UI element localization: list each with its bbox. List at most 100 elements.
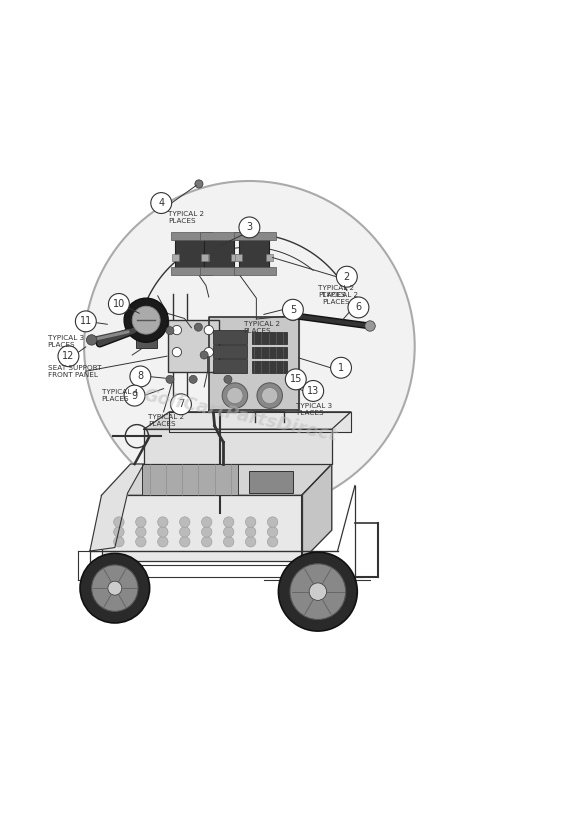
Text: TYPICAL 3
PLACES: TYPICAL 3 PLACES [48, 335, 84, 348]
Circle shape [166, 326, 174, 335]
Text: GolfCartPartsDirect: GolfCartPartsDirect [142, 387, 339, 445]
Text: SEAT SUPPORT
FRONT PANEL: SEAT SUPPORT FRONT PANEL [48, 365, 102, 378]
Circle shape [58, 346, 79, 367]
Text: 9: 9 [132, 391, 137, 401]
Bar [213, 359, 247, 373]
Circle shape [245, 517, 256, 527]
Circle shape [204, 348, 213, 357]
Circle shape [75, 311, 96, 332]
Circle shape [290, 564, 346, 620]
Circle shape [288, 311, 298, 320]
Circle shape [309, 583, 327, 601]
Text: 1: 1 [338, 363, 344, 373]
Circle shape [180, 517, 190, 527]
Circle shape [195, 180, 203, 188]
Bar [213, 330, 247, 344]
Bar [234, 232, 276, 240]
Circle shape [204, 325, 213, 335]
Text: 4: 4 [158, 198, 164, 208]
Circle shape [166, 375, 174, 383]
Circle shape [267, 517, 278, 527]
Text: 5: 5 [290, 305, 296, 315]
Polygon shape [102, 496, 302, 561]
Circle shape [245, 537, 256, 547]
Bar [172, 254, 179, 261]
Circle shape [194, 323, 202, 331]
Bar [204, 236, 234, 271]
Circle shape [223, 517, 234, 527]
Circle shape [257, 382, 282, 408]
Bar [235, 254, 242, 261]
Circle shape [114, 537, 124, 547]
Polygon shape [90, 464, 144, 551]
Circle shape [158, 517, 168, 527]
Text: TYPICAL 2
PLACES: TYPICAL 2 PLACES [318, 286, 354, 298]
Bar [200, 232, 241, 240]
Circle shape [158, 537, 168, 547]
Text: 3: 3 [246, 222, 252, 232]
Circle shape [158, 527, 168, 537]
Circle shape [267, 527, 278, 537]
Circle shape [124, 298, 168, 342]
Circle shape [130, 366, 151, 387]
Bar [231, 254, 238, 261]
Bar [213, 344, 247, 358]
Circle shape [114, 517, 124, 527]
Circle shape [201, 517, 212, 527]
Circle shape [132, 306, 160, 335]
Bar [266, 254, 273, 261]
Text: TYPICAL 3
PLACES: TYPICAL 3 PLACES [296, 402, 332, 415]
Text: 2: 2 [344, 272, 350, 282]
Circle shape [282, 299, 303, 320]
Bar [252, 332, 287, 344]
Bar [239, 236, 269, 271]
Text: TYPICAL 2
PLACES: TYPICAL 2 PLACES [244, 321, 280, 335]
Bar [252, 362, 287, 373]
Circle shape [200, 351, 208, 359]
Circle shape [331, 358, 351, 378]
Circle shape [108, 293, 129, 315]
Text: 10: 10 [113, 299, 125, 309]
Bar [249, 471, 293, 493]
Text: 12: 12 [62, 351, 75, 361]
Bar [234, 267, 276, 275]
Bar [252, 347, 287, 358]
Circle shape [262, 387, 278, 404]
Circle shape [278, 553, 357, 631]
Circle shape [172, 348, 182, 357]
Bar [175, 236, 205, 271]
Circle shape [151, 192, 172, 213]
Circle shape [108, 582, 122, 595]
Polygon shape [302, 464, 332, 561]
Circle shape [245, 527, 256, 537]
Circle shape [223, 537, 234, 547]
Text: TYPICAL 2
PLACES: TYPICAL 2 PLACES [168, 211, 204, 224]
Text: 7: 7 [178, 399, 184, 410]
Bar [201, 254, 208, 261]
Circle shape [189, 375, 197, 383]
Circle shape [180, 537, 190, 547]
Text: 15: 15 [289, 374, 302, 384]
Bar [136, 336, 157, 348]
Circle shape [222, 382, 248, 408]
Bar [171, 232, 212, 240]
Circle shape [336, 266, 357, 287]
Circle shape [285, 369, 306, 390]
Circle shape [136, 537, 146, 547]
Polygon shape [144, 412, 351, 430]
Bar [200, 267, 241, 275]
Polygon shape [209, 317, 299, 410]
Circle shape [224, 375, 232, 383]
Circle shape [303, 381, 324, 401]
Circle shape [171, 394, 191, 415]
Circle shape [227, 387, 243, 404]
Circle shape [267, 537, 278, 547]
Circle shape [201, 537, 212, 547]
Circle shape [348, 297, 369, 318]
Circle shape [365, 320, 375, 331]
Text: 6: 6 [356, 302, 361, 312]
Text: TYPICAL 2
PLACES: TYPICAL 2 PLACES [148, 414, 184, 427]
Text: 8: 8 [137, 372, 143, 382]
Text: 11: 11 [79, 316, 92, 326]
Polygon shape [169, 412, 351, 431]
